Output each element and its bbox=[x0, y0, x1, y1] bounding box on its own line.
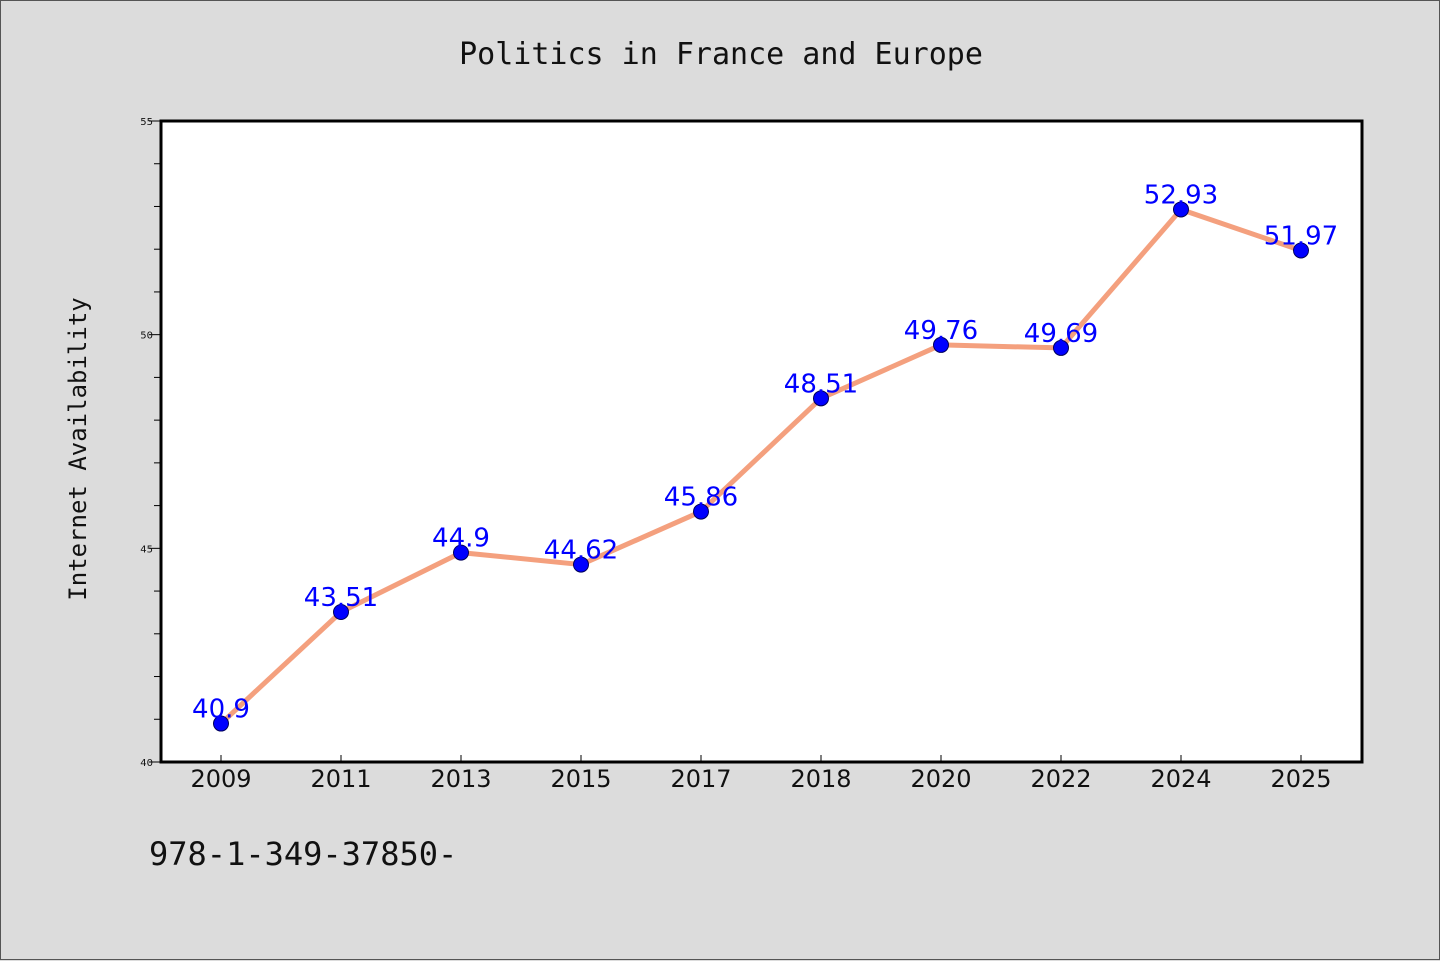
x-tick-label: 2020 bbox=[910, 765, 971, 793]
x-tick-label: 2017 bbox=[670, 765, 731, 793]
data-point bbox=[333, 604, 349, 621]
data-label: 49.69 bbox=[1024, 319, 1098, 349]
x-tick-label: 2018 bbox=[790, 765, 851, 793]
x-tick-label: 2009 bbox=[190, 765, 251, 793]
x-tick-label: 2024 bbox=[1150, 765, 1211, 793]
data-label: 44.9 bbox=[432, 524, 490, 554]
y-axis-ticks: 40 45 50 55 bbox=[140, 117, 161, 769]
data-point bbox=[813, 390, 829, 407]
x-axis-ticks: 2009 2011 2013 2015 2017 2018 2020 2022 2024 2025 bbox=[190, 755, 1332, 793]
data-label: 43.51 bbox=[304, 583, 378, 613]
data-point bbox=[573, 556, 589, 573]
data-label: 49.76 bbox=[904, 316, 978, 346]
data-label: 45.86 bbox=[664, 483, 738, 513]
data-point bbox=[1293, 242, 1309, 259]
data-label: 52.93 bbox=[1144, 180, 1218, 210]
data-point bbox=[933, 336, 949, 353]
series-markers bbox=[213, 201, 1309, 732]
data-labels: 40.9 43.51 44.9 44.62 45.86 48.51 49.76 49.69 52… bbox=[192, 180, 1338, 724]
data-point bbox=[453, 544, 469, 561]
data-label: 48.51 bbox=[784, 369, 858, 399]
data-point bbox=[693, 503, 709, 520]
y-tick-label: 45 bbox=[140, 544, 153, 555]
series-line bbox=[218, 206, 1304, 727]
chart-title: Politics in France and Europe bbox=[459, 37, 983, 72]
data-label: 40.9 bbox=[192, 695, 250, 725]
x-tick-label: 2013 bbox=[430, 765, 491, 793]
y-tick-label: 40 bbox=[140, 758, 153, 769]
isbn-text: 978-1-349-37850- bbox=[149, 835, 457, 873]
x-tick-label: 2025 bbox=[1270, 765, 1331, 793]
x-tick-label: 2011 bbox=[310, 765, 371, 793]
data-label: 44.62 bbox=[544, 536, 618, 566]
x-tick-label: 2022 bbox=[1030, 765, 1091, 793]
data-point bbox=[213, 715, 229, 732]
y-tick-label: 50 bbox=[140, 331, 153, 342]
y-tick-label: 55 bbox=[140, 117, 153, 128]
data-point bbox=[1053, 339, 1069, 356]
y-axis-label: Internet Availability bbox=[64, 297, 92, 600]
x-tick-label: 2015 bbox=[550, 765, 611, 793]
data-point bbox=[1173, 201, 1189, 218]
data-label: 51.97 bbox=[1264, 221, 1338, 251]
